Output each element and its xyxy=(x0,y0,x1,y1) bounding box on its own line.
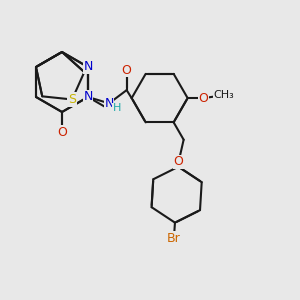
Text: N: N xyxy=(104,97,114,110)
Text: O: O xyxy=(57,125,67,139)
Text: CH₃: CH₃ xyxy=(213,90,234,100)
Text: O: O xyxy=(122,64,132,76)
Text: S: S xyxy=(68,93,76,106)
Text: O: O xyxy=(199,92,208,105)
Text: O: O xyxy=(174,155,184,168)
Text: Br: Br xyxy=(167,232,181,245)
Text: N: N xyxy=(83,61,93,74)
Text: H: H xyxy=(113,103,121,113)
Text: N: N xyxy=(83,91,93,103)
